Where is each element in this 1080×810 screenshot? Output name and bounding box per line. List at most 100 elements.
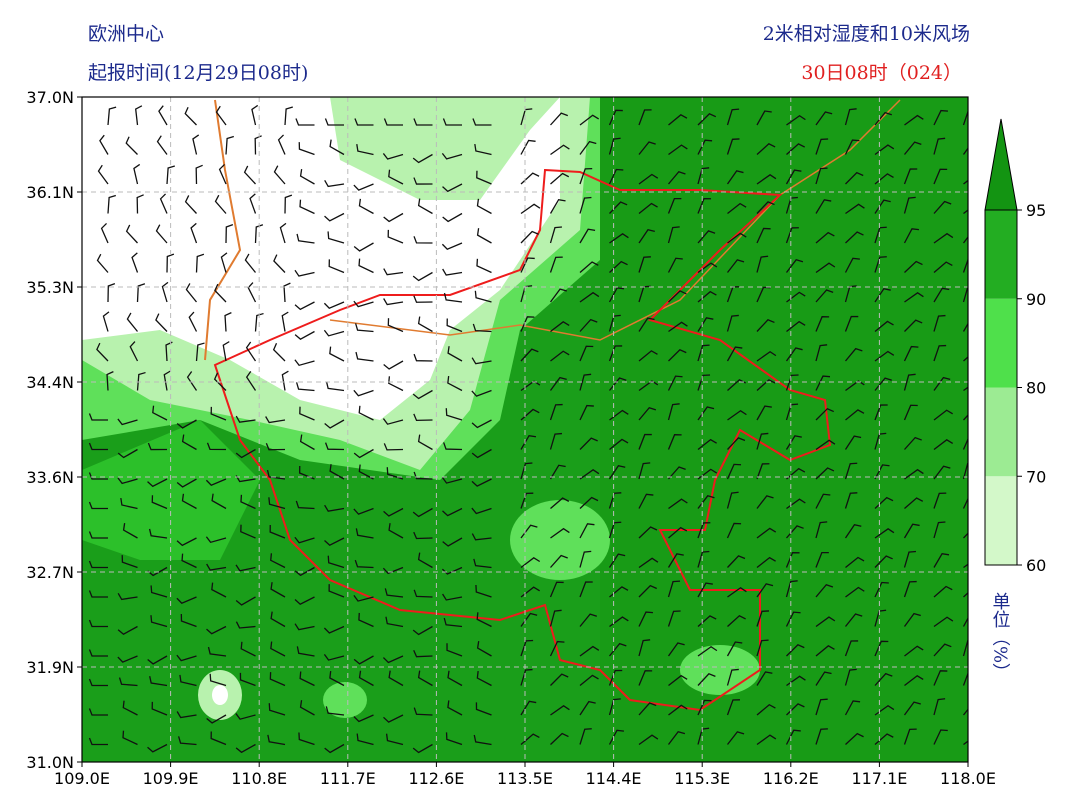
lat-tick-label: 31.9N <box>26 658 74 677</box>
wind-barb <box>844 700 861 716</box>
wind-barb <box>247 282 257 303</box>
wind-barb <box>874 320 894 333</box>
wind-barb <box>904 468 924 480</box>
wind-barb <box>549 432 563 450</box>
wind-barb <box>220 252 228 273</box>
product-title: 2米相对湿度和10米风场 <box>763 23 970 45</box>
wind-barb <box>785 259 804 273</box>
wind-barb <box>668 144 688 156</box>
wind-barb <box>206 563 227 571</box>
wind-barb <box>354 118 374 126</box>
wind-barb <box>549 199 566 214</box>
wind-barb <box>150 585 168 598</box>
wind-barb <box>756 639 769 657</box>
wind-barb <box>786 525 804 539</box>
wind-barb <box>388 169 404 185</box>
wind-barb <box>88 737 108 746</box>
wind-barb <box>608 464 626 480</box>
wind-barb <box>904 436 922 450</box>
wind-barb <box>353 507 374 515</box>
wind-barb <box>358 405 374 421</box>
wind-barb <box>476 612 492 628</box>
wind-barb <box>155 224 168 244</box>
wind-barb <box>206 442 227 451</box>
wind-barb <box>845 586 865 598</box>
lon-tick-label: 109.0E <box>54 769 110 788</box>
wind-barb <box>412 625 433 636</box>
wind-barb <box>904 645 924 657</box>
wind-barb <box>446 318 463 333</box>
wind-barb <box>756 463 770 480</box>
wind-barb <box>697 673 716 686</box>
wind-barb <box>383 212 404 223</box>
wind-barb <box>136 283 146 303</box>
wind-barb <box>136 371 146 391</box>
wind-barb <box>181 493 197 510</box>
wind-barb <box>933 261 953 273</box>
wind-barb <box>353 714 374 723</box>
wind-barb <box>243 165 256 185</box>
wind-barb <box>295 118 315 126</box>
field-patch <box>323 682 367 718</box>
wind-barb <box>471 533 492 541</box>
wind-barb <box>638 173 659 185</box>
wind-barb <box>520 348 539 362</box>
wind-barb <box>815 551 829 568</box>
wind-barb <box>471 419 492 429</box>
wind-barb <box>417 552 433 569</box>
wind-barb <box>550 321 570 333</box>
wind-barb <box>549 609 562 627</box>
wind-barb <box>277 134 286 155</box>
wind-barb <box>267 734 286 746</box>
wind-barb <box>180 613 197 628</box>
wind-barb <box>904 114 924 126</box>
lon-tick-label: 114.4E <box>586 769 642 788</box>
colorbar-label: 95 <box>1026 201 1046 220</box>
wind-barb <box>667 642 685 657</box>
wind-barb <box>181 434 197 451</box>
wind-barb <box>756 671 773 686</box>
wind-barb <box>413 649 433 658</box>
wind-barb <box>845 171 864 185</box>
wind-barb <box>443 617 463 628</box>
wind-barb <box>207 646 227 657</box>
wind-barb <box>726 346 743 362</box>
wind-barb <box>176 596 197 605</box>
wind-barb <box>327 555 345 569</box>
wind-barb <box>520 733 540 745</box>
wind-barb <box>358 612 374 628</box>
wind-barb <box>254 224 264 244</box>
wind-barb <box>579 261 599 273</box>
wind-barb <box>904 497 924 509</box>
wind-barb <box>874 111 892 126</box>
wind-barb <box>933 643 952 657</box>
wind-barb <box>324 537 345 546</box>
wind-barb <box>815 407 835 421</box>
wind-barb <box>815 138 829 155</box>
wind-barb <box>186 371 198 391</box>
wind-barb <box>205 536 227 544</box>
wind-barb <box>844 108 857 126</box>
wind-barb <box>638 557 659 569</box>
wind-barb <box>413 177 433 185</box>
wind-barb <box>192 134 200 155</box>
wind-barb <box>550 527 570 539</box>
wind-barb <box>667 257 683 273</box>
wind-barb <box>235 596 256 606</box>
wind-barb <box>323 625 345 634</box>
wind-barb <box>412 153 433 164</box>
wind-barb <box>815 583 834 598</box>
wind-barb <box>933 232 954 244</box>
wind-barb <box>756 495 774 509</box>
wind-barb <box>474 143 492 156</box>
wind-barb <box>549 640 565 657</box>
wind-barb <box>159 193 168 214</box>
wind-barb <box>608 521 622 539</box>
lat-tick-label: 37.0N <box>26 88 74 107</box>
colorbar-bin <box>985 210 1017 299</box>
wind-barb <box>353 242 374 252</box>
lat-tick-label: 33.6N <box>26 468 74 487</box>
wind-barb <box>417 670 433 687</box>
wind-barb <box>520 462 533 480</box>
